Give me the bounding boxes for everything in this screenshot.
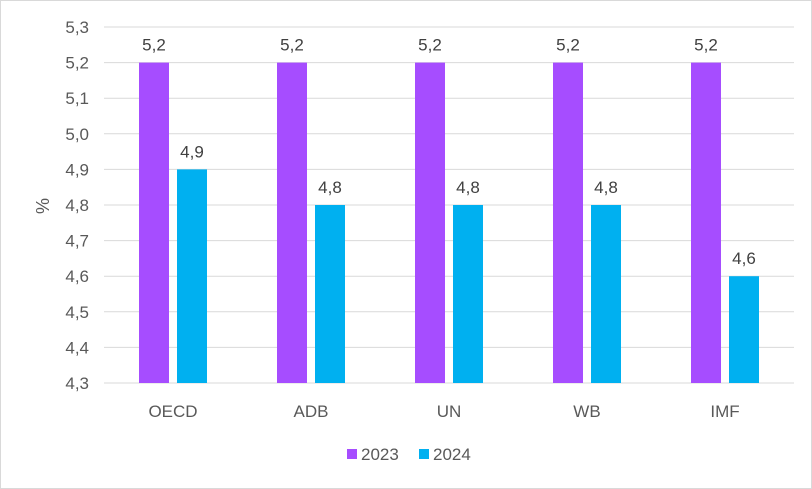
bar-2023-adb — [277, 62, 307, 383]
y-tick-label: 5,0 — [65, 125, 89, 144]
data-labels: 5,2 4,9 5,2 4,8 5,2 4,8 5,2 4,8 5,2 4,6 — [142, 36, 756, 269]
bar-2024-imf — [729, 276, 759, 383]
data-label: 5,2 — [280, 36, 304, 55]
x-tick-label: WB — [573, 402, 600, 421]
y-tick-label: 4,9 — [65, 160, 89, 179]
y-tick-label: 4,3 — [65, 374, 89, 393]
bars — [139, 62, 759, 383]
data-label: 5,2 — [142, 36, 166, 55]
bar-2023-un — [415, 62, 445, 383]
bar-2024-adb — [315, 205, 345, 383]
bar-2023-imf — [691, 62, 721, 383]
legend-swatch-2024 — [419, 449, 429, 459]
bar-2024-wb — [591, 205, 621, 383]
data-label: 5,2 — [418, 36, 442, 55]
y-axis-title: % — [33, 198, 53, 214]
x-tick-label: IMF — [710, 402, 739, 421]
y-tick-label: 5,2 — [65, 54, 89, 73]
bar-2024-oecd — [177, 169, 207, 383]
x-tick-label: OECD — [148, 402, 197, 421]
data-label: 4,8 — [456, 178, 480, 197]
legend-swatch-2023 — [347, 449, 357, 459]
y-tick-label: 4,8 — [65, 196, 89, 215]
legend-label-2023: 2023 — [361, 445, 399, 464]
gridlines — [104, 26, 794, 384]
y-tick-label: 4,6 — [65, 267, 89, 286]
data-label: 4,9 — [180, 142, 204, 161]
x-tick-label: ADB — [294, 402, 329, 421]
y-axis-ticks: 4,3 4,4 4,5 4,6 4,7 4,8 4,9 5,0 5,1 5,2 5,3 — [65, 18, 89, 393]
y-tick-label: 4,5 — [65, 303, 89, 322]
bar-2023-wb — [553, 62, 583, 383]
y-tick-label: 5,1 — [65, 89, 89, 108]
data-label: 4,6 — [732, 249, 756, 268]
data-label: 5,2 — [556, 36, 580, 55]
bar-2024-un — [453, 205, 483, 383]
x-tick-label: UN — [437, 402, 462, 421]
y-tick-label: 4,4 — [65, 338, 89, 357]
y-tick-label: 4,7 — [65, 232, 89, 251]
x-axis-labels: OECD ADB UN WB IMF — [148, 402, 739, 421]
bar-2023-oecd — [139, 62, 169, 383]
legend-label-2024: 2024 — [433, 445, 471, 464]
y-tick-label: 5,3 — [65, 18, 89, 37]
data-label: 5,2 — [694, 36, 718, 55]
data-label: 4,8 — [318, 178, 342, 197]
data-label: 4,8 — [594, 178, 618, 197]
legend: 2023 2024 — [347, 445, 471, 464]
